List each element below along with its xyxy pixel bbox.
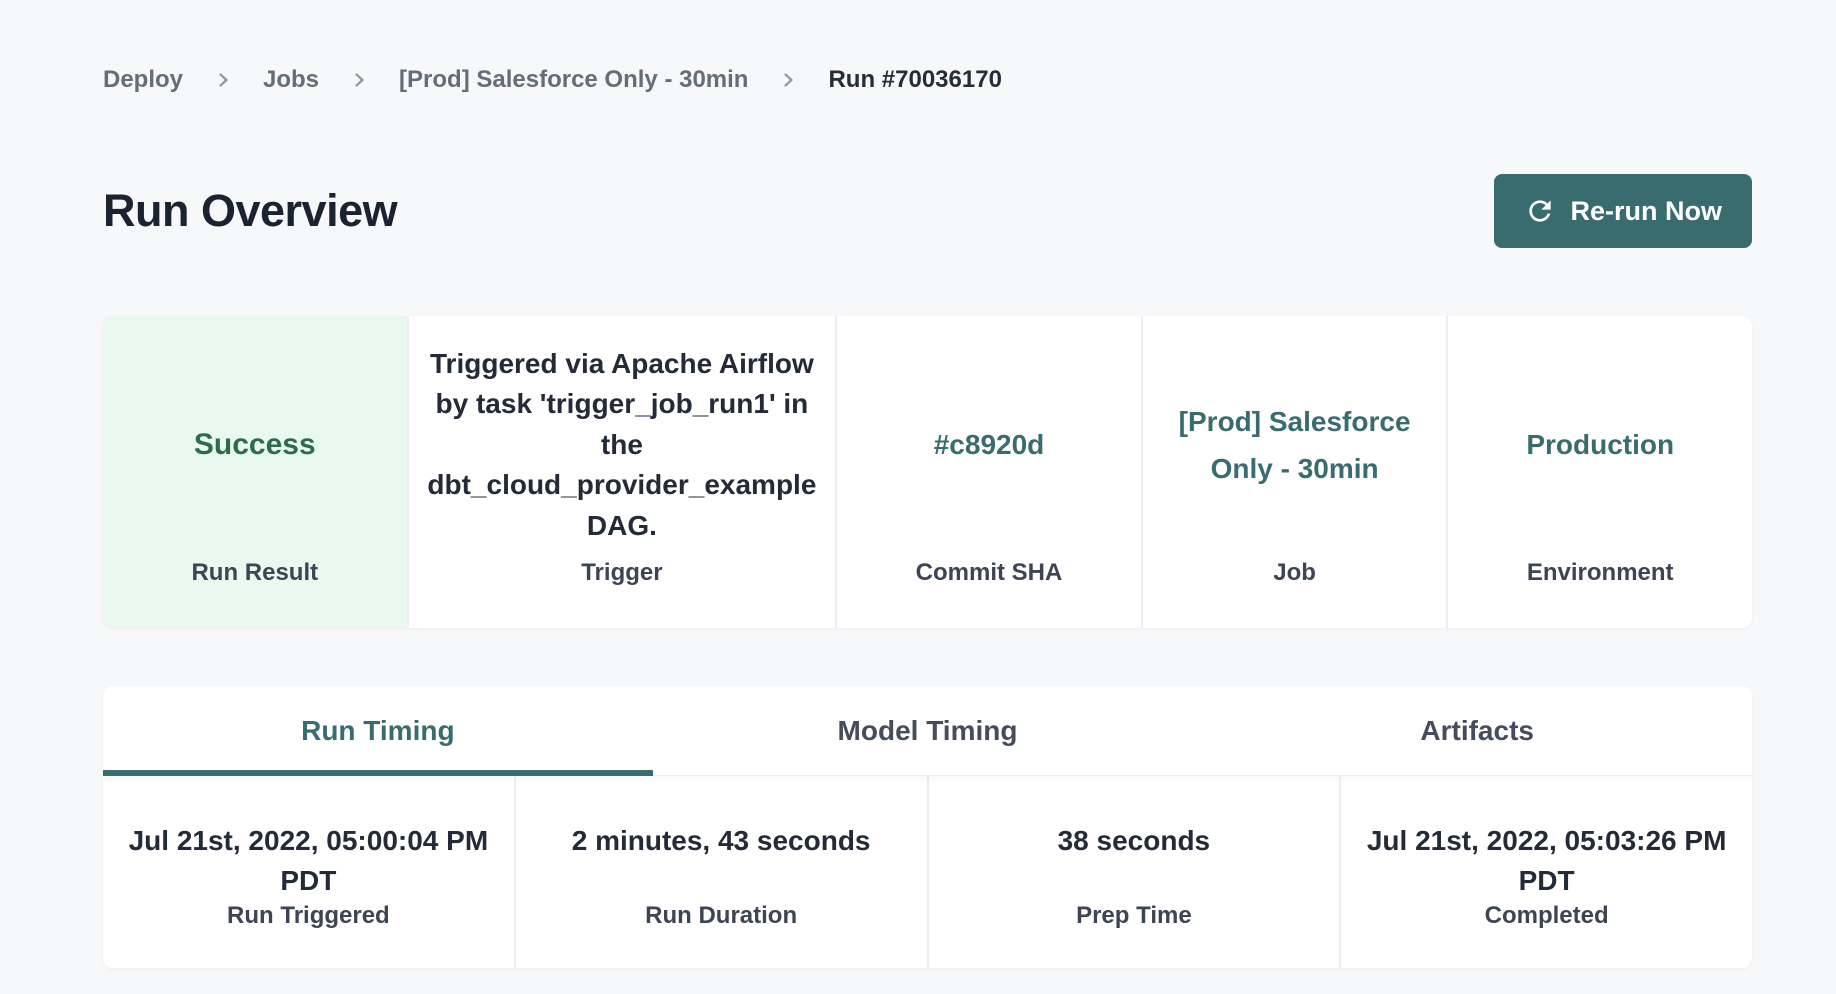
job-label: Job	[1273, 559, 1316, 586]
run-triggered-label: Run Triggered	[227, 902, 390, 929]
refresh-icon	[1524, 195, 1556, 227]
tab-artifacts[interactable]: Artifacts	[1420, 714, 1534, 746]
completed-label: Completed	[1484, 902, 1609, 929]
breadcrumb: Deploy Jobs [Prod] Salesforce Only - 30m…	[103, 64, 1752, 96]
run-timing-grid: Jul 21st, 2022, 05:00:04 PM PDT Run Trig…	[103, 776, 1752, 968]
prep-time-value: 38 seconds	[1057, 825, 1211, 856]
trigger-label: Trigger	[581, 559, 663, 586]
prep-time-cell: 38 seconds Prep Time	[926, 776, 1340, 968]
environment-link[interactable]: Production	[1526, 428, 1675, 460]
rerun-now-button-label: Re-run Now	[1570, 195, 1723, 226]
tab-bar: Run Timing Model Timing Artifacts	[103, 686, 1752, 776]
run-summary-cards: Success Run Result Triggered via Apache …	[103, 316, 1752, 628]
chevron-right-icon	[349, 70, 369, 90]
run-detail-panel: Run Timing Model Timing Artifacts Jul 21…	[103, 686, 1752, 968]
environment-label: Environment	[1526, 559, 1674, 586]
run-result-label: Run Result	[191, 559, 319, 586]
breadcrumb-jobs[interactable]: Jobs	[263, 66, 320, 93]
trigger-description: Triggered via Apache Airflow by task 'tr…	[427, 347, 817, 541]
breadcrumb-run-number: Run #70036170	[828, 66, 1002, 93]
job-card: [Prod] Salesforce Only - 30min Job	[1142, 316, 1447, 628]
trigger-card: Triggered via Apache Airflow by task 'tr…	[408, 316, 836, 628]
breadcrumb-deploy[interactable]: Deploy	[103, 66, 184, 93]
run-result-value-area: Success	[115, 332, 395, 558]
run-triggered-cell: Jul 21st, 2022, 05:00:04 PM PDT Run Trig…	[103, 776, 514, 968]
page-title: Run Overview	[103, 185, 398, 236]
commit-sha-link[interactable]: #c8920d	[933, 428, 1045, 460]
prep-time-label: Prep Time	[1076, 902, 1192, 929]
chevron-right-icon	[213, 70, 233, 90]
job-value-area: [Prod] Salesforce Only - 30min	[1155, 332, 1435, 558]
run-duration-value: 2 minutes, 43 seconds	[571, 825, 871, 856]
run-duration-cell: 2 minutes, 43 seconds Run Duration	[513, 776, 927, 968]
run-result-card: Success Run Result	[103, 316, 407, 628]
run-duration-label: Run Duration	[645, 902, 798, 929]
job-link[interactable]: [Prod] Salesforce Only - 30min	[1178, 405, 1411, 484]
environment-card: Production Environment	[1448, 316, 1752, 628]
run-triggered-value: Jul 21st, 2022, 05:00:04 PM PDT	[128, 825, 489, 896]
completed-cell: Jul 21st, 2022, 05:03:26 PM PDT Complete…	[1339, 776, 1752, 968]
run-result-status-badge: Success	[193, 428, 316, 462]
commit-sha-label: Commit SHA	[915, 559, 1063, 586]
tab-run-timing[interactable]: Run Timing	[103, 686, 653, 776]
environment-value-area: Production	[1460, 332, 1740, 558]
header-row: Run Overview Re-run Now	[103, 174, 1752, 248]
chevron-right-icon	[778, 70, 798, 90]
commit-sha-value-area: #c8920d	[849, 332, 1129, 558]
completed-value: Jul 21st, 2022, 05:03:26 PM PDT	[1366, 825, 1727, 896]
trigger-value-area: Triggered via Apache Airflow by task 'tr…	[421, 332, 824, 558]
rerun-now-button[interactable]: Re-run Now	[1493, 174, 1752, 248]
breadcrumb-job-name[interactable]: [Prod] Salesforce Only - 30min	[399, 66, 749, 93]
commit-sha-card: #c8920d Commit SHA	[837, 316, 1141, 628]
tab-model-timing[interactable]: Model Timing	[837, 714, 1018, 746]
